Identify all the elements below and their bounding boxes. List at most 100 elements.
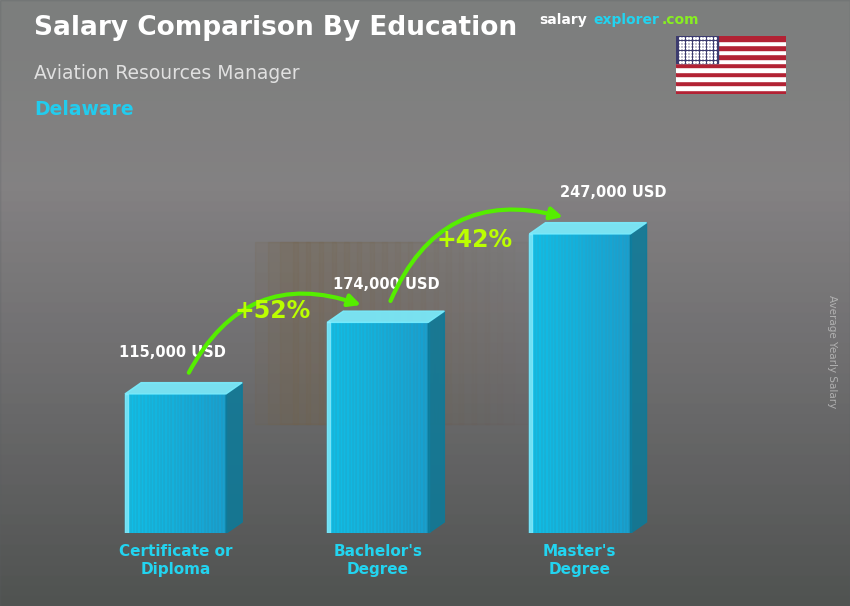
Bar [361, 322, 365, 533]
Bar [206, 394, 210, 533]
Bar [0, 565, 850, 576]
Bar [408, 242, 451, 424]
Bar [159, 394, 162, 533]
Bar [459, 242, 502, 424]
Bar [189, 394, 193, 533]
Bar [676, 63, 786, 67]
Bar [0, 71, 850, 81]
Bar [549, 234, 553, 533]
Text: Salary Comparison By Education: Salary Comparison By Education [34, 15, 517, 41]
Bar [0, 273, 850, 283]
Bar [600, 234, 604, 533]
Bar [166, 394, 169, 533]
Bar [425, 322, 428, 533]
Polygon shape [428, 311, 445, 533]
Bar [0, 283, 850, 293]
Bar [0, 404, 850, 414]
Bar [327, 322, 330, 533]
Bar [610, 234, 614, 533]
Bar [370, 242, 412, 424]
Polygon shape [226, 382, 242, 533]
Bar [547, 234, 550, 533]
Bar [0, 353, 850, 364]
Bar [570, 234, 574, 533]
Bar [434, 242, 476, 424]
Bar [394, 322, 399, 533]
Bar [421, 242, 463, 424]
FancyArrowPatch shape [189, 293, 357, 373]
Bar [344, 242, 387, 424]
Bar [367, 322, 371, 533]
Bar [173, 394, 176, 533]
Bar [293, 242, 336, 424]
Bar [0, 556, 850, 565]
Bar [559, 234, 564, 533]
Bar [0, 384, 850, 394]
Bar [446, 242, 489, 424]
Bar [0, 10, 850, 20]
Bar [676, 67, 786, 72]
FancyArrowPatch shape [390, 208, 558, 301]
Bar [0, 545, 850, 556]
Bar [145, 394, 149, 533]
Bar [337, 322, 341, 533]
Bar [0, 222, 850, 232]
Bar [624, 234, 627, 533]
Bar [348, 322, 351, 533]
Bar [216, 394, 219, 533]
Bar [223, 394, 226, 533]
Bar [354, 322, 358, 533]
Bar [0, 444, 850, 454]
Bar [533, 234, 536, 533]
Bar [182, 394, 186, 533]
Bar [334, 322, 337, 533]
Bar [0, 20, 850, 30]
Bar [576, 234, 581, 533]
Bar [319, 242, 361, 424]
Bar [395, 242, 438, 424]
Bar [178, 394, 183, 533]
Bar [0, 515, 850, 525]
Bar [364, 322, 368, 533]
Bar [484, 242, 527, 424]
Bar [676, 90, 786, 94]
Bar [422, 322, 425, 533]
Bar [391, 322, 395, 533]
Bar [552, 234, 557, 533]
Bar [128, 394, 132, 533]
Bar [676, 45, 786, 50]
Bar [405, 322, 408, 533]
Bar [418, 322, 422, 533]
Text: Delaware: Delaware [34, 100, 133, 119]
Text: .com: .com [661, 13, 699, 27]
Bar [676, 85, 786, 90]
Bar [398, 322, 402, 533]
Bar [0, 50, 850, 61]
Bar [125, 394, 128, 533]
Bar [371, 322, 375, 533]
Bar [0, 41, 850, 50]
Bar [382, 242, 425, 424]
Polygon shape [327, 311, 445, 322]
Text: Aviation Resources Manager: Aviation Resources Manager [34, 64, 299, 82]
Polygon shape [530, 222, 647, 234]
Bar [0, 61, 850, 71]
Bar [401, 322, 405, 533]
Bar [0, 313, 850, 323]
Text: salary: salary [540, 13, 587, 27]
Bar [556, 234, 560, 533]
Bar [255, 242, 298, 424]
Bar [472, 242, 514, 424]
Bar [676, 41, 786, 45]
Bar [676, 76, 786, 81]
Bar [0, 495, 850, 505]
Bar [614, 234, 617, 533]
Bar [358, 322, 361, 533]
Bar [0, 374, 850, 384]
Bar [0, 242, 850, 253]
Bar [0, 303, 850, 313]
Text: 115,000 USD: 115,000 USD [119, 345, 226, 360]
Bar [219, 394, 223, 533]
Bar [540, 234, 543, 533]
Bar [563, 234, 567, 533]
